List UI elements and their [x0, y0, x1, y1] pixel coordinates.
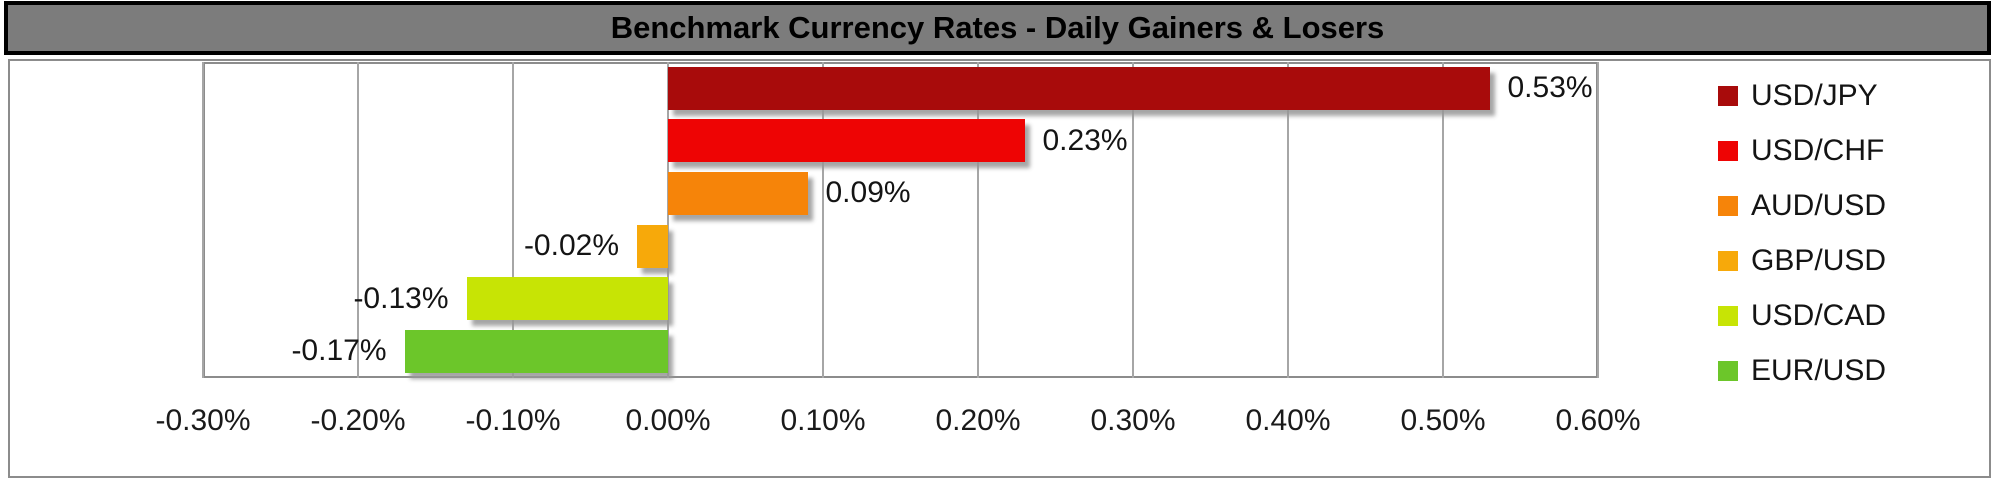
legend-item-aud-usd: AUD/USD: [1718, 178, 1978, 233]
gridline: [1597, 62, 1599, 378]
bar-value-label-usd-jpy: 0.53%: [1507, 71, 1593, 104]
gridline: [822, 62, 824, 378]
bar-value-label-usd-cad: -0.13%: [353, 281, 449, 315]
legend-label: GBP/USD: [1751, 243, 1887, 277]
plot-area: [203, 62, 1598, 378]
bar-aud-usd: [668, 171, 808, 215]
legend-item-usd-cad: USD/CAD: [1718, 288, 1978, 343]
legend-label: USD/CAD: [1751, 298, 1887, 332]
x-axis-tick-label: 0.40%: [1245, 404, 1331, 437]
x-axis-tick-label: 0.30%: [1090, 404, 1176, 437]
legend-swatch-icon: [1718, 250, 1738, 271]
gridline: [512, 62, 514, 378]
legend: USD/JPY USD/CHF AUD/USD GBP/USD USD/CAD EUR/U…: [1718, 68, 1978, 398]
gridline: [1132, 62, 1134, 378]
legend-swatch-icon: [1718, 305, 1738, 326]
x-axis-tick-label: -0.10%: [465, 404, 561, 437]
legend-label: USD/CHF: [1751, 133, 1885, 167]
x-axis-tick-label: -0.20%: [310, 404, 406, 437]
bar-usd-cad: [466, 277, 668, 321]
legend-item-usd-chf: USD/CHF: [1718, 123, 1978, 178]
bar-value-label-gbp-usd: -0.02%: [523, 229, 619, 262]
legend-item-usd-jpy: USD/JPY: [1718, 68, 1978, 123]
x-axis-tick-label: -0.30%: [155, 404, 251, 437]
gridline: [202, 62, 204, 378]
gridline: [977, 62, 979, 378]
legend-label: AUD/USD: [1751, 188, 1887, 222]
legend-swatch-icon: [1718, 195, 1738, 216]
x-axis-tick-label: 0.00%: [625, 404, 711, 437]
gridline: [357, 62, 359, 378]
legend-item-gbp-usd: GBP/USD: [1718, 233, 1978, 288]
legend-label: USD/JPY: [1751, 78, 1878, 112]
gridline: [667, 62, 669, 378]
bar-gbp-usd: [637, 224, 668, 268]
x-axis-tick-label: 0.10%: [780, 404, 866, 437]
bar-value-label-aud-usd: 0.09%: [825, 176, 911, 210]
bar-eur-usd: [404, 329, 668, 373]
legend-swatch-icon: [1718, 140, 1738, 161]
gridline: [1442, 62, 1444, 378]
chart-title-bar: Benchmark Currency Rates - Daily Gainers…: [4, 1, 1991, 55]
x-axis-tick-label: 0.20%: [935, 404, 1021, 437]
chart-title: Benchmark Currency Rates - Daily Gainers…: [610, 10, 1385, 45]
legend-label: EUR/USD: [1751, 353, 1887, 387]
bar-value-label-eur-usd: -0.17%: [291, 334, 387, 368]
bar-usd-chf: [668, 119, 1025, 163]
legend-swatch-icon: [1718, 360, 1738, 381]
legend-swatch-icon: [1718, 85, 1738, 106]
x-axis-tick-label: 0.60%: [1555, 404, 1641, 437]
gridline: [1287, 62, 1289, 378]
x-axis-tick-label: 0.50%: [1400, 404, 1486, 437]
legend-item-eur-usd: EUR/USD: [1718, 343, 1978, 398]
bar-value-label-usd-chf: 0.23%: [1042, 123, 1128, 157]
bar-usd-jpy: [668, 66, 1490, 110]
